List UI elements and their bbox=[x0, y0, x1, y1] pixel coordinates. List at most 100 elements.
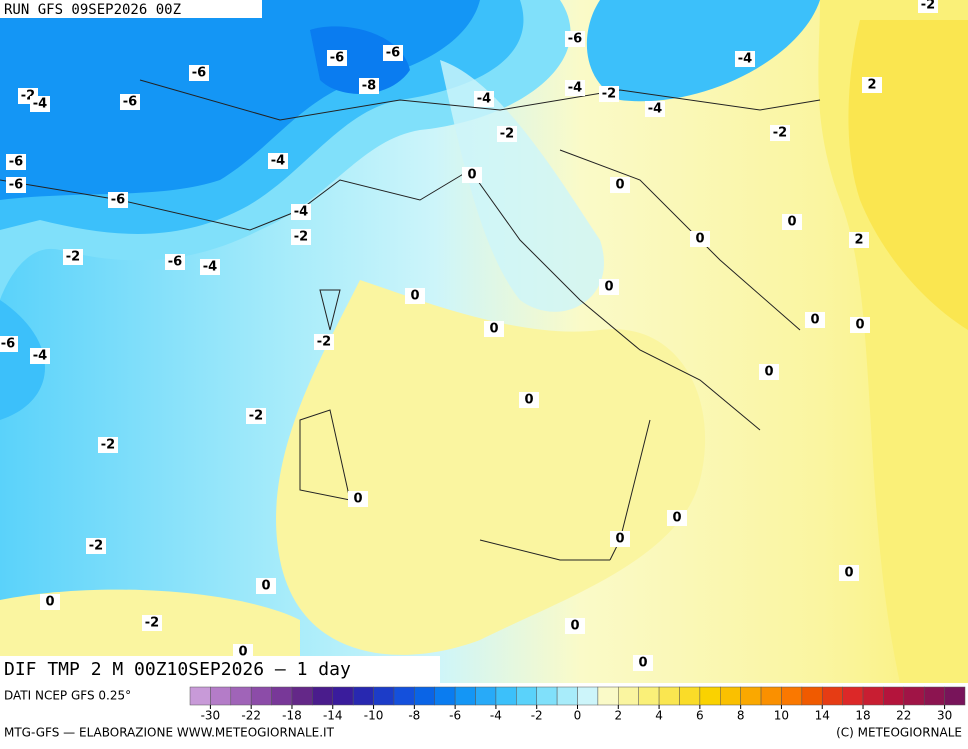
contour-label-bg bbox=[63, 249, 83, 265]
colorbar-swatch bbox=[720, 686, 741, 706]
contour-label: 0 bbox=[524, 393, 533, 408]
contour-label-bg bbox=[474, 91, 494, 107]
contour-label: -4 bbox=[33, 349, 47, 364]
colorbar-swatch bbox=[821, 686, 843, 706]
colorbar-swatch bbox=[373, 686, 395, 706]
colorbar-swatch bbox=[923, 686, 945, 706]
contour-label-bg bbox=[327, 50, 347, 66]
colorbar-label: 30 bbox=[937, 709, 952, 723]
contour-label-bg bbox=[120, 94, 140, 110]
colorbar-swatch bbox=[393, 686, 415, 706]
contour-label: 0 bbox=[353, 492, 362, 507]
colorbar-label: 0 bbox=[574, 709, 582, 723]
colorbar-swatch bbox=[332, 686, 354, 706]
contour-label-bg bbox=[165, 254, 185, 270]
contour-label: -4 bbox=[477, 92, 491, 107]
colorbar-label: 6 bbox=[696, 709, 704, 723]
colorbar-swatch bbox=[842, 686, 864, 706]
contour-label-bg bbox=[633, 655, 653, 671]
contour-label: 0 bbox=[615, 532, 624, 547]
run-label: RUN GFS 09SEP2026 00Z bbox=[4, 2, 181, 18]
contour-label-bg bbox=[497, 126, 517, 142]
contour-label: 0 bbox=[638, 656, 647, 671]
colorbar-label: -18 bbox=[282, 709, 302, 723]
colorbar-swatch bbox=[618, 686, 639, 706]
colorbar-swatch bbox=[291, 686, 313, 706]
colorbar-swatch bbox=[883, 686, 905, 706]
contour-label-bg bbox=[599, 86, 619, 102]
colorbar-label: 18 bbox=[855, 709, 870, 723]
contour-label-bg bbox=[565, 80, 585, 96]
contour-label-bg bbox=[918, 0, 938, 13]
colorbar-swatch bbox=[454, 686, 476, 706]
colorbar-swatch bbox=[475, 686, 497, 706]
contour-label: -4 bbox=[203, 260, 217, 275]
contour-label: 0 bbox=[45, 595, 54, 610]
contour-label-bg bbox=[735, 51, 755, 67]
contour-label-bg bbox=[770, 125, 790, 141]
contour-label: 0 bbox=[672, 511, 681, 526]
contour-label: 0 bbox=[764, 365, 773, 380]
colorbar-swatch bbox=[944, 686, 966, 706]
contour-label: -2 bbox=[602, 87, 616, 102]
colorbar-label: 22 bbox=[896, 709, 911, 723]
contour-label-bg bbox=[291, 229, 311, 245]
contour-label-bg bbox=[667, 510, 687, 526]
contour-label-bg bbox=[645, 101, 665, 117]
contour-label-bg bbox=[759, 364, 779, 380]
contour-label: -4 bbox=[294, 205, 308, 220]
colorbar-swatch bbox=[903, 686, 925, 706]
contour-label-bg bbox=[246, 408, 266, 424]
contour-label: -2 bbox=[66, 250, 80, 265]
contour-label-bg bbox=[862, 77, 882, 93]
contour-label-bg bbox=[610, 531, 630, 547]
colorbar-swatch bbox=[210, 686, 232, 706]
colorbar-label: 4 bbox=[655, 709, 663, 723]
colorbar-label: -30 bbox=[201, 709, 221, 723]
contour-label: 0 bbox=[570, 619, 579, 634]
contour-label-bg bbox=[40, 594, 60, 610]
contour-label: -6 bbox=[111, 193, 125, 208]
colorbar-label: -14 bbox=[323, 709, 343, 723]
colorbar-swatch bbox=[536, 686, 558, 706]
contour-label: -2 bbox=[101, 438, 115, 453]
contour-label: 0 bbox=[844, 566, 853, 581]
contour-label-bg bbox=[462, 167, 482, 183]
field-label: DIF TMP 2 M 00Z10SEP2026 — 1 day bbox=[4, 659, 351, 680]
contour-label: -6 bbox=[1, 337, 15, 352]
contour-label-bg bbox=[383, 45, 403, 61]
contour-label-bg bbox=[849, 232, 869, 248]
colorbar-swatch bbox=[271, 686, 293, 706]
contour-label: 0 bbox=[604, 280, 613, 295]
contour-label: -2 bbox=[500, 127, 514, 142]
colorbar-swatch bbox=[189, 686, 211, 706]
contour-label-bg bbox=[291, 204, 311, 220]
contour-label: -4 bbox=[271, 154, 285, 169]
contour-label: 0 bbox=[787, 215, 796, 230]
contour-label-bg bbox=[142, 615, 162, 631]
contour-label-bg bbox=[484, 321, 504, 337]
colorbar-swatch bbox=[679, 686, 701, 706]
colorbar-swatch bbox=[434, 686, 456, 706]
contour-label-bg bbox=[610, 177, 630, 193]
contour-label-bg bbox=[314, 334, 334, 350]
colorbar-label: 10 bbox=[774, 709, 789, 723]
contour-label: -2 bbox=[773, 126, 787, 141]
contour-label: -6 bbox=[123, 95, 137, 110]
credit-label: MTG-GFS — ELABORAZIONE WWW.METEOGIORNALE… bbox=[4, 726, 335, 740]
contour-label: 0 bbox=[855, 318, 864, 333]
colorbar-label: 14 bbox=[815, 709, 830, 723]
contour-label-bg bbox=[565, 618, 585, 634]
colorbar-label: -10 bbox=[364, 709, 384, 723]
contour-label-bg bbox=[565, 31, 585, 47]
source-label: DATI NCEP GFS 0.25° bbox=[4, 689, 131, 703]
colorbar-swatch bbox=[556, 686, 578, 706]
contour-label: 2 bbox=[854, 233, 863, 248]
colorbar-swatch bbox=[516, 686, 537, 706]
contour-label-bg bbox=[200, 259, 220, 275]
contour-label-bg bbox=[6, 154, 26, 170]
colorbar-label: -2 bbox=[531, 709, 543, 723]
colorbar-swatch bbox=[760, 686, 782, 706]
colorbar-swatch bbox=[352, 686, 374, 706]
colorbar-swatch bbox=[638, 686, 660, 706]
